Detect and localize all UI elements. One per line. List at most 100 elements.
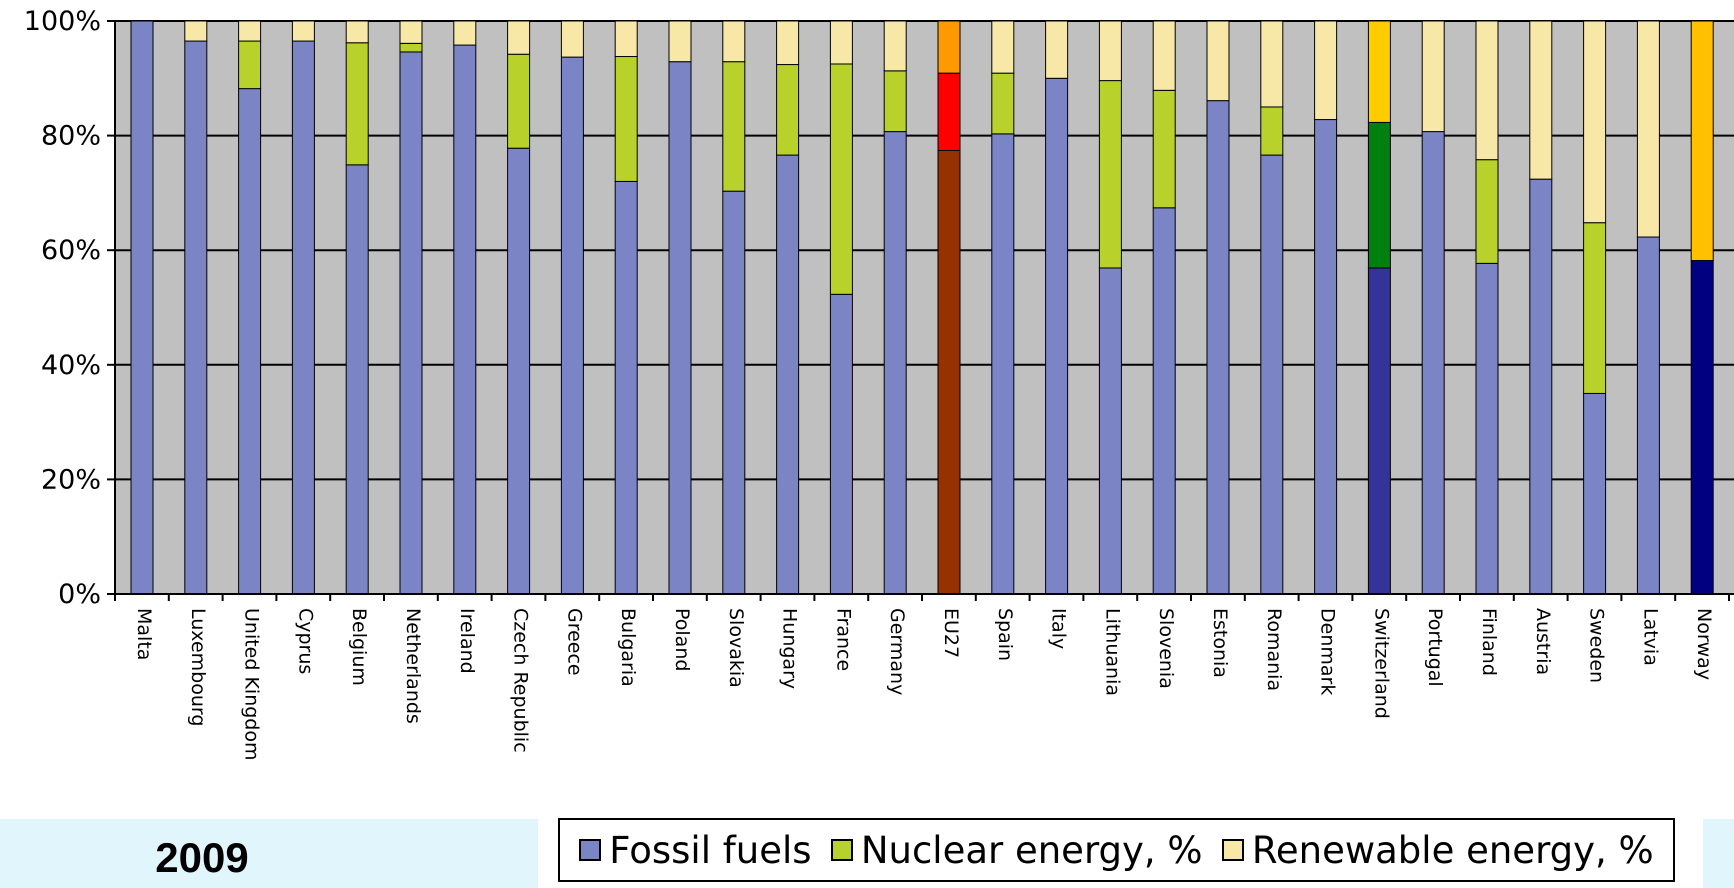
bar-segment-renewable (1475, 20, 1499, 161)
bar-segment-renewable (776, 20, 800, 66)
bar-segment-renewable (614, 20, 638, 58)
bar-segment-nuclear (1475, 159, 1499, 264)
gridlines (115, 20, 1734, 481)
axes (107, 20, 1734, 601)
bar-segment-renewable (668, 20, 692, 63)
bar-segment-fossil (1690, 260, 1714, 595)
x-tick-label: Spain (994, 608, 1016, 661)
legend-label-renewable: Renewable energy, % (1251, 828, 1654, 872)
bar-segment-renewable (883, 20, 907, 72)
bar-segment-fossil (1636, 236, 1660, 595)
x-tick-label: United Kingdom (241, 608, 263, 761)
legend-item-nuclear: Nuclear energy, % (830, 829, 1203, 872)
bar-segment-fossil (345, 164, 369, 595)
bar-segment-nuclear (829, 63, 853, 295)
bar-segment-fossil (1475, 262, 1499, 595)
x-tick-label: Germany (886, 608, 908, 695)
bar-segment-fossil (130, 20, 154, 595)
bar-segment-fossil (883, 131, 907, 595)
x-tick-label: Bulgaria (617, 608, 639, 687)
bar-segment-renewable (937, 20, 961, 74)
bar-segment-fossil (560, 56, 584, 595)
x-tick-label: Sweden (1586, 608, 1608, 683)
legend-item-fossil: Fossil fuels (579, 828, 812, 872)
legend-item-renewable: Renewable energy, % (1221, 828, 1654, 872)
bar-segment-renewable (399, 20, 423, 44)
x-tick-label: Lithuania (1101, 608, 1123, 696)
x-tick-label: Luxembourg (187, 608, 209, 726)
bar-segment-fossil (1583, 392, 1607, 595)
bar-segment-renewable (1583, 20, 1607, 224)
x-tick-label: Slovenia (1155, 608, 1177, 689)
bar-segment-nuclear (776, 64, 800, 156)
bar-segment-renewable (291, 20, 315, 42)
bar-segment-fossil (1314, 119, 1338, 595)
bar-segment-renewable (184, 20, 208, 42)
x-tick-label: Finland (1478, 608, 1500, 676)
x-tick-label: Austria (1532, 608, 1554, 675)
bar-segment-renewable (1098, 20, 1122, 82)
chart-legend: Fossil fuels Nuclear energy, % Renewable… (558, 818, 1675, 882)
legend-swatch-fossil (579, 839, 602, 861)
x-tick-label: Estonia (1209, 608, 1231, 678)
bar-segment-renewable (1367, 20, 1391, 123)
x-tick-label: EU27 (940, 608, 962, 658)
x-tick-label: Norway (1693, 608, 1715, 680)
bar-segment-nuclear (507, 53, 531, 149)
bar-segment-nuclear (883, 70, 907, 133)
x-tick-label: France (832, 608, 854, 671)
bar-segment-renewable (560, 20, 584, 58)
bar-segment-fossil (507, 147, 531, 595)
bar-segment-renewable (1206, 20, 1230, 102)
bar-segment-renewable (345, 20, 369, 44)
legend-label-fossil: Fossil fuels (609, 828, 812, 872)
y-tick-labels: 0% 20% 40% 60% 80% 100% (24, 6, 101, 610)
x-tick-label: Latvia (1639, 608, 1661, 666)
bar-segment-nuclear (991, 72, 1015, 135)
year-label: 2009 (155, 834, 249, 881)
x-tick-label: Netherlands (402, 608, 424, 724)
legend-swatch-nuclear (830, 839, 853, 861)
bar-segment-fossil (1367, 267, 1391, 595)
bar-segment-fossil (722, 190, 746, 595)
bars (130, 20, 1714, 595)
legend-swatch-renewable (1221, 839, 1244, 861)
bar-segment-fossil (614, 180, 638, 595)
plot-area (115, 21, 1734, 594)
x-tick-label: Poland (671, 608, 693, 671)
bar-segment-fossil (1045, 77, 1069, 595)
bar-segment-nuclear (1152, 89, 1176, 209)
bar-segment-fossil (1529, 178, 1553, 595)
stacked-bar-chart: 0% 20% 40% 60% 80% 100% Malta Luxembourg United… (24, 6, 1734, 761)
bar-segment-fossil (1152, 207, 1176, 595)
bar-segment-renewable (829, 20, 853, 65)
bar-segment-nuclear (345, 42, 369, 166)
x-tick-label: Cyprus (294, 608, 316, 674)
bar-segment-fossil (1421, 131, 1445, 595)
bar-segment-fossil (184, 40, 208, 595)
bar-segment-fossil (829, 293, 853, 595)
bar-segment-nuclear (1583, 222, 1607, 394)
x-tick-label: Belgium (348, 608, 370, 686)
x-tick-label: Malta (133, 608, 155, 660)
bar-segment-renewable (1421, 20, 1445, 133)
bar-segment-nuclear (1367, 121, 1391, 269)
bar-segment-fossil (776, 154, 800, 595)
year-panel: 2009 (0, 819, 538, 888)
bar-segment-renewable (1636, 20, 1660, 238)
bar-segment-nuclear (937, 72, 961, 151)
x-tick-label: Greece (563, 608, 585, 676)
bar-segment-renewable (507, 20, 531, 55)
bar-segment-renewable (238, 20, 262, 42)
bar-segment-fossil (937, 149, 961, 595)
bar-segment-renewable (453, 20, 477, 46)
bar-segment-renewable (1045, 20, 1069, 79)
y-tick-label: 40% (41, 350, 101, 381)
y-tick-label: 100% (24, 6, 101, 37)
x-tick-label: Slovakia (725, 608, 747, 688)
bar-segment-fossil (238, 88, 262, 595)
bar-segment-renewable (1690, 20, 1714, 262)
x-tick-label: Denmark (1317, 608, 1339, 695)
bar-segment-fossil (291, 40, 315, 595)
x-tick-label: Italy (1048, 608, 1070, 649)
